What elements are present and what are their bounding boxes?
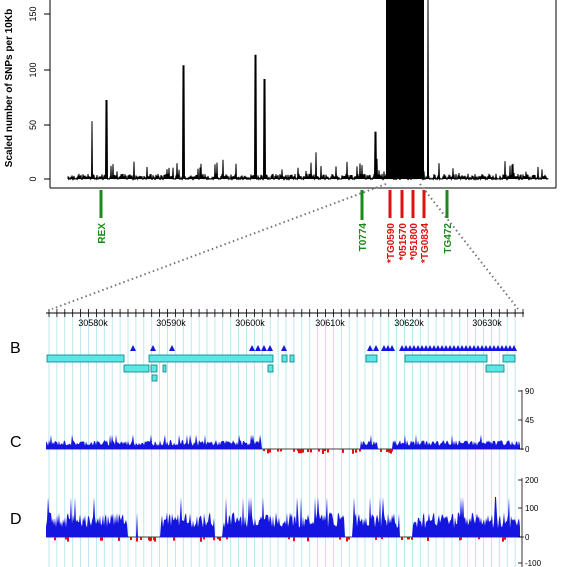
panel-d-scale-0: 0 <box>525 533 530 542</box>
ytick-0: 0 <box>28 176 50 181</box>
position-label-30630k: 30630k <box>472 318 502 328</box>
gene-box <box>151 365 157 372</box>
gene-box <box>503 355 515 362</box>
marker-label-tg0590: *TG0590 <box>386 223 397 263</box>
ytick-label-0: 0 <box>28 176 38 181</box>
panel-c-red-marks <box>263 449 393 454</box>
gene-box <box>124 365 149 372</box>
panel-c-scale-0: 0 <box>525 445 530 454</box>
panel-label-c: C <box>10 434 22 451</box>
position-label-30620k: 30620k <box>394 318 424 328</box>
position-label-30580k: 30580k <box>78 318 108 328</box>
position-label-30590k: 30590k <box>156 318 186 328</box>
ytick-label-150: 150 <box>28 6 38 21</box>
panel-label-b: B <box>10 340 21 357</box>
gene-box <box>268 365 273 372</box>
panel-c-scale-45: 45 <box>525 416 534 425</box>
gene-box <box>282 355 287 362</box>
gene-box <box>290 355 294 362</box>
panel-c-scale-90: 90 <box>525 387 534 396</box>
top-plot: Scaled number of SNPs per 10Kb 0 50 100 … <box>4 0 556 188</box>
marker-label-051800: *051800 <box>409 223 420 261</box>
panel-d-scale-200: 200 <box>525 476 539 485</box>
panel-d-blue-trace <box>46 497 520 537</box>
top-plot-ylabel: Scaled number of SNPs per 10Kb <box>4 9 15 167</box>
ytick-50: 50 <box>28 120 50 130</box>
ytick-150: 150 <box>28 6 50 21</box>
marker-label-rex: REX <box>97 223 108 244</box>
gene-box <box>47 355 124 362</box>
panel-d-red-marks <box>54 537 506 542</box>
gene-box <box>366 355 377 362</box>
ytick-label-100: 100 <box>28 62 38 77</box>
gene-box <box>163 365 166 372</box>
panel-d-scale-neg100: -100 <box>525 559 542 567</box>
gene-box <box>149 355 273 362</box>
zoom-tracks: 30580k 30590k 30600k 30610k 30620k 30630… <box>10 309 542 567</box>
snp-triangle-markers <box>130 345 517 351</box>
marker-label-tg472: TG472 <box>443 223 454 254</box>
marker-label-t0774: T0774 <box>358 223 369 252</box>
gene-box <box>152 375 157 381</box>
marker-label-tg0834: *TG0834 <box>420 223 431 263</box>
ytick-100: 100 <box>28 62 50 77</box>
gene-box <box>486 365 504 372</box>
panel-d-scale-100: 100 <box>525 504 539 513</box>
ytick-label-50: 50 <box>28 120 38 130</box>
dense-snp-region <box>386 0 424 179</box>
gene-box <box>405 355 487 362</box>
marker-label-051570: *051570 <box>398 223 409 261</box>
ruler-ticks <box>49 309 523 317</box>
markers: REX T0774 *TG0590 *051570 *051800 *TG083… <box>97 190 454 263</box>
panel-label-d: D <box>10 511 22 528</box>
gene-models <box>47 355 515 381</box>
panel-c-blue-trace <box>46 435 520 449</box>
snp-density-trace <box>68 0 549 179</box>
position-label-30610k: 30610k <box>315 318 345 328</box>
position-label-30600k: 30600k <box>235 318 265 328</box>
